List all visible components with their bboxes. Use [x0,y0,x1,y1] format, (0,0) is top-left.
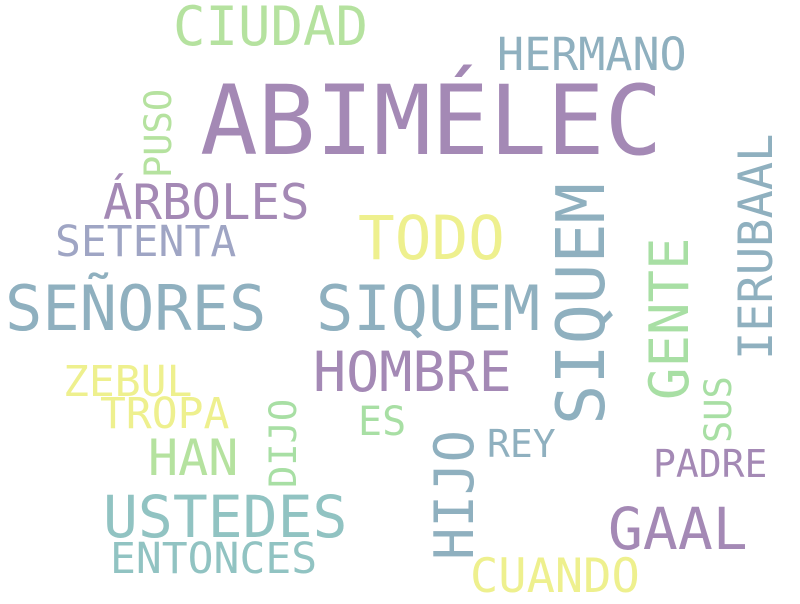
word-todo: TODO [358,203,505,274]
word-ustedes: USTEDES [103,483,348,551]
word-han: HAN [148,429,239,487]
word-puso: PUSO [137,88,180,178]
word-es: ES [358,399,407,445]
word-siquem-vertical: SIQUEM [542,182,620,425]
word-padre: PADRE [653,442,768,486]
word-entonces: ENTONCES [110,534,318,584]
word-rey: REY [487,422,556,466]
word-siquem: SIQUEM [316,272,540,345]
word-ierubaal: IERUBAAL [729,133,784,360]
word-hombre: HOMBRE [313,340,512,404]
word-setenta: SETENTA [55,217,237,267]
word-tropa: TROPA [100,389,230,439]
word-zebul: ZEBUL [63,357,193,407]
word-dijo: DIJO [262,398,305,488]
word-abimelec: ABIMÉLEC [200,65,663,177]
word-cuando: CUANDO [470,549,640,604]
word-senores: SEÑORES [5,272,267,345]
word-hijo: HIJO [423,429,486,560]
word-ciudad: CIUDAD [173,0,369,58]
word-arboles: ÁRBOLES [103,174,310,231]
word-hermano: HERMANO [497,28,687,81]
word-gaal: GAAL [608,495,748,563]
word-sus: SUS [697,376,740,443]
word-gente: GENTE [638,237,701,400]
